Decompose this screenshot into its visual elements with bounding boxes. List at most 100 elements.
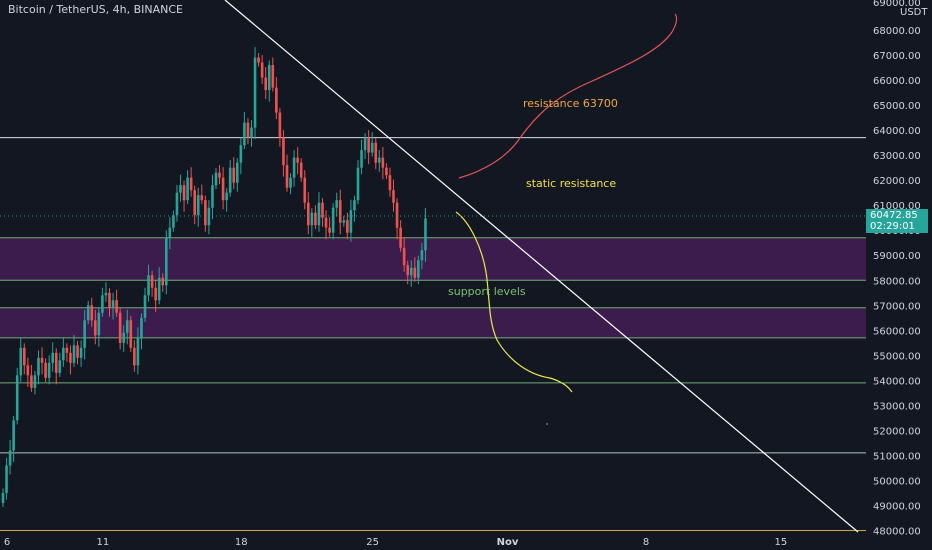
candle-body: [275, 87, 278, 113]
drawings[interactable]: [224, 0, 859, 533]
candle-body: [257, 57, 260, 63]
candle-body: [90, 305, 94, 321]
candle-body: [33, 375, 37, 388]
candle-body: [40, 357, 44, 363]
candle-body: [133, 347, 136, 366]
price-axis-label: 49000.00: [873, 501, 921, 512]
candle-body: [30, 375, 33, 388]
candle-body: [310, 212, 314, 226]
candle-body: [8, 450, 12, 466]
price-axis-label: 56000.00: [873, 326, 921, 337]
candle-body: [79, 347, 83, 358]
price-axis-label: 68000.00: [873, 26, 921, 37]
candle-body: [420, 250, 424, 261]
candle-body: [331, 207, 335, 233]
candle-body: [321, 202, 324, 218]
descending-trendline[interactable]: [224, 0, 859, 533]
annotation-static-resistance[interactable]: static resistance: [526, 177, 617, 190]
candle-body: [76, 345, 79, 358]
candle-body: [395, 202, 399, 228]
candle-body: [236, 162, 239, 183]
candle-body: [299, 162, 303, 178]
candlesticks: [1, 47, 427, 507]
price-axis-label: 62000.00: [873, 176, 921, 187]
candle-body: [385, 167, 388, 176]
candle-body: [161, 277, 165, 286]
resistance-arrow-curve[interactable]: [458, 13, 678, 179]
support-zone-0: [0, 237, 866, 281]
price-axis-label: 55000.00: [873, 351, 921, 362]
candle-body: [172, 215, 175, 228]
candle-body: [47, 362, 51, 378]
candle-body: [193, 190, 196, 216]
candle-body: [392, 190, 395, 203]
candle-body: [285, 165, 289, 188]
candle-body: [381, 157, 385, 168]
candle-body: [140, 317, 143, 338]
candle-body: [1, 492, 5, 503]
dot-mark: [546, 423, 548, 425]
candle-body: [72, 345, 76, 363]
candle-body: [218, 172, 221, 178]
candle-body: [150, 275, 154, 288]
candle-body: [363, 137, 367, 151]
candle-body: [360, 150, 363, 168]
candle-body: [186, 177, 189, 201]
candle-body: [328, 227, 331, 233]
candle-body: [417, 260, 420, 278]
candle-body: [374, 142, 378, 163]
candle-body: [406, 265, 409, 276]
last-price-tag[interactable]: 60472.85 02:29:01: [866, 209, 928, 233]
price-axis-label: 50000.00: [873, 476, 921, 487]
candle-body: [250, 127, 253, 138]
candle-body: [239, 145, 243, 163]
time-axis-label: 8: [643, 537, 649, 548]
candle-body: [367, 137, 370, 153]
candle-body: [51, 352, 54, 363]
candle-body: [232, 167, 236, 183]
candle-body: [37, 357, 40, 376]
candle-body: [44, 362, 47, 378]
time-axis[interactable]: 6 11 18 25 Nov 8 15: [4, 537, 787, 548]
candle-body: [154, 287, 157, 301]
candle-body: [108, 292, 111, 308]
candle-body: [282, 137, 285, 166]
candle-body: [214, 172, 218, 186]
candle-body: [58, 360, 62, 373]
annotation-support[interactable]: support levels: [448, 285, 526, 298]
candle-body: [289, 177, 292, 188]
candle-body: [296, 157, 299, 163]
candle-body: [221, 177, 225, 201]
candle-body: [402, 247, 406, 266]
candle-body: [264, 77, 267, 91]
candle-body: [409, 267, 413, 276]
candle-body: [129, 320, 133, 348]
currency-label: USDT: [900, 7, 928, 18]
candle-body: [122, 332, 125, 343]
projection-curve[interactable]: [455, 211, 573, 393]
time-axis-label: 11: [96, 537, 109, 548]
candle-body: [104, 292, 108, 296]
annotation-resistance[interactable]: resistance 63700: [523, 97, 618, 110]
price-axis-label: 64000.00: [873, 126, 921, 137]
candle-body: [86, 305, 90, 321]
candle-body: [399, 227, 402, 248]
candle-body: [189, 177, 193, 191]
candle-body: [182, 185, 186, 201]
candle-body: [179, 185, 182, 193]
candle-body: [111, 300, 115, 308]
candle-body: [15, 375, 19, 421]
candle-body: [317, 202, 321, 226]
candle-body: [335, 200, 338, 208]
candle-body: [370, 142, 374, 153]
candle-body: [356, 167, 360, 201]
candle-body: [292, 157, 296, 178]
candle-body: [118, 312, 122, 343]
candle-body: [23, 347, 26, 366]
countdown-timer: 02:29:01: [870, 221, 915, 232]
candle-body: [97, 312, 101, 336]
candle-body: [12, 420, 15, 451]
candle-body: [324, 217, 328, 228]
horizontal-levels[interactable]: [0, 137, 866, 531]
